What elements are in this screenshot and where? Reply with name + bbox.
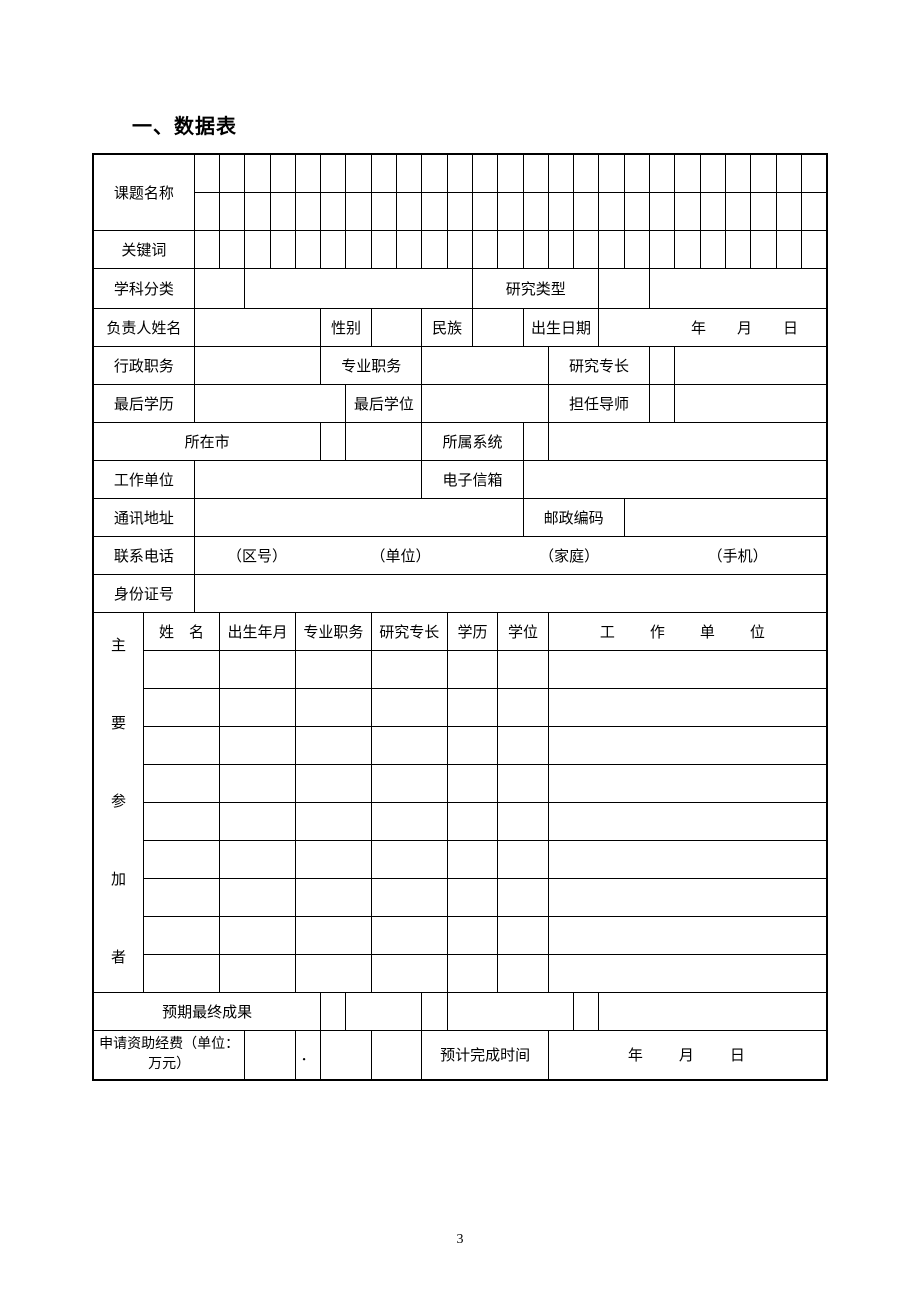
label-participants: 主 要 参 加 者 <box>93 612 144 992</box>
label-gender: 性别 <box>321 308 372 346</box>
row-subject: 学科分类 研究类型 <box>93 268 827 308</box>
label-work-unit: 工作单位 <box>93 460 194 498</box>
label-postal: 邮政编码 <box>523 498 624 536</box>
participant-row <box>93 878 827 916</box>
label-birth-date: 出生日期 <box>523 308 599 346</box>
data-table: 课题名称 关键词 学科分类 研究 <box>92 153 828 1081</box>
row-id: 身份证号 <box>93 574 827 612</box>
label-topic: 课题名称 <box>93 154 194 230</box>
row-admin: 行政职务 专业职务 研究专长 <box>93 346 827 384</box>
value-completion-date: 年 月 日 <box>548 1030 827 1080</box>
row-expected-result: 预期最终成果 <box>93 992 827 1030</box>
section-title: 一、数据表 <box>132 110 828 139</box>
row-edu: 最后学历 最后学位 担任导师 <box>93 384 827 422</box>
participant-row <box>93 650 827 688</box>
row-keywords: 关键词 <box>93 230 827 268</box>
value-birth-date: 年 月 日 <box>599 308 827 346</box>
label-leader-name: 负责人姓名 <box>93 308 194 346</box>
phone-mobile: （手机） <box>656 545 819 566</box>
label-research-type: 研究类型 <box>472 268 598 308</box>
participant-row <box>93 764 827 802</box>
label-id: 身份证号 <box>93 574 194 612</box>
row-city: 所在市 所属系统 <box>93 422 827 460</box>
label-funding: 申请资助经费（单位：万元） <box>93 1030 245 1080</box>
label-phone: 联系电话 <box>93 536 194 574</box>
label-last-edu: 最后学历 <box>93 384 194 422</box>
col-workunit: 工 作 单 位 <box>548 612 827 650</box>
label-email: 电子信箱 <box>422 460 523 498</box>
label-admin-post: 行政职务 <box>93 346 194 384</box>
row-phone: 联系电话 （区号） （单位） （家庭） （手机） <box>93 536 827 574</box>
label-supervisor: 担任导师 <box>548 384 649 422</box>
participant-row <box>93 802 827 840</box>
label-pro-post: 专业职务 <box>321 346 422 384</box>
row-topic-2 <box>93 192 827 230</box>
label-research-spec: 研究专长 <box>548 346 649 384</box>
col-pro: 专业职务 <box>295 612 371 650</box>
value-phone: （区号） （单位） （家庭） （手机） <box>194 536 827 574</box>
col-name: 姓 名 <box>144 612 220 650</box>
row-workunit: 工作单位 电子信箱 <box>93 460 827 498</box>
phone-area: （区号） <box>201 545 314 566</box>
label-expected-result: 预期最终成果 <box>93 992 321 1030</box>
participant-row <box>93 726 827 764</box>
row-address: 通讯地址 邮政编码 <box>93 498 827 536</box>
col-spec: 研究专长 <box>371 612 447 650</box>
page-number: 3 <box>0 1232 920 1248</box>
participant-row <box>93 916 827 954</box>
label-system: 所属系统 <box>422 422 523 460</box>
label-ethnicity: 民族 <box>422 308 473 346</box>
col-degree: 学位 <box>498 612 549 650</box>
col-edu: 学历 <box>447 612 498 650</box>
label-expected-time: 预计完成时间 <box>422 1030 548 1080</box>
decimal-point: ． <box>295 1030 320 1080</box>
row-leader: 负责人姓名 性别 民族 出生日期 年 月 日 <box>93 308 827 346</box>
label-subject: 学科分类 <box>93 268 194 308</box>
label-city: 所在市 <box>93 422 321 460</box>
col-birth: 出生年月 <box>220 612 296 650</box>
label-last-degree: 最后学位 <box>346 384 422 422</box>
phone-unit: （单位） <box>319 545 482 566</box>
row-topic-1: 课题名称 <box>93 154 827 192</box>
row-funding: 申请资助经费（单位：万元） ． 预计完成时间 年 月 日 <box>93 1030 827 1080</box>
row-participants-header: 主 要 参 加 者 姓 名 出生年月 专业职务 研究专长 学历 学位 工 作 单… <box>93 612 827 650</box>
phone-home: （家庭） <box>488 545 651 566</box>
participant-row <box>93 688 827 726</box>
label-keywords: 关键词 <box>93 230 194 268</box>
participant-row <box>93 954 827 992</box>
label-address: 通讯地址 <box>93 498 194 536</box>
participant-row <box>93 840 827 878</box>
